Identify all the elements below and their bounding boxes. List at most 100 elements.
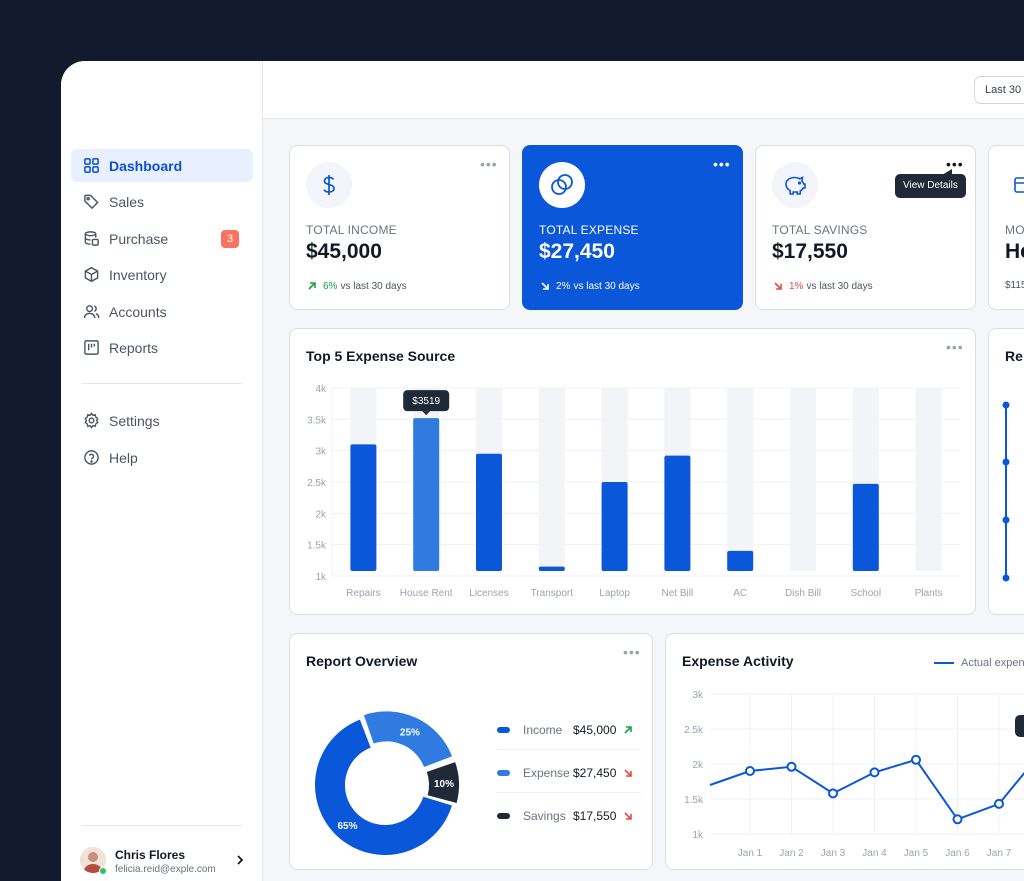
sidebar-divider [82, 825, 242, 826]
arrow-down-right-icon [541, 282, 549, 290]
board-icon [84, 340, 99, 355]
card-title: Top 5 Expense Source [306, 348, 456, 364]
sidebar-item-label: Settings [109, 412, 160, 429]
sidebar-item-settings[interactable]: Settings [71, 404, 253, 437]
stat-value: $45,000 [306, 240, 382, 263]
date-range-select[interactable]: Last 30 days [974, 76, 1024, 104]
arrow-up-right-icon [624, 725, 633, 734]
topbar: Last 30 days [263, 61, 1024, 119]
piggy-bank-icon [772, 162, 818, 208]
bar-repairs [350, 444, 377, 571]
stat-trend: 1% vs last 30 days [772, 280, 873, 292]
x-tick-label: Jan 4 [862, 848, 887, 859]
donut-label: 65% [337, 821, 357, 832]
arrow-down-right-icon [624, 768, 633, 777]
sidebar-item-purchase[interactable]: Purchase 3 [71, 222, 253, 255]
bar-value-tooltip [403, 390, 450, 412]
x-tick-label: Dish Bill [785, 588, 821, 599]
x-tick-label: Jan 7 [987, 848, 1012, 859]
sidebar-item-label: Dashboard [109, 157, 183, 174]
x-tick-label: Jan 6 [945, 848, 970, 859]
y-tick-label: 4k [315, 384, 327, 395]
gear-icon [84, 412, 99, 429]
legend-swatch [497, 726, 510, 733]
bar-house-rent [413, 418, 440, 571]
legend-item-expense: Expense $27,450 [497, 753, 641, 793]
legend-value: $17,550 [573, 809, 617, 823]
x-tick-label: Licenses [469, 588, 508, 599]
stat-label: TOTAL INCOME [306, 223, 397, 237]
y-tick-label: 3k [692, 690, 704, 701]
user-name: Chris Flores [115, 848, 186, 862]
bar-licenses [476, 453, 502, 571]
trend-text: vs last 30 days [806, 280, 873, 292]
stat-label: MO [1005, 223, 1024, 237]
expense-line-chart: 1k 1.5k 2k 2.5k 3k Jan 1 Jan 2 Jan 3 Jan 4 Jan 5 J… [684, 690, 1024, 859]
more-options-icon[interactable]: ••• [713, 156, 731, 172]
y-tick-label: 1.5k [307, 541, 327, 552]
y-tick-label: 2k [692, 760, 704, 771]
data-point [911, 754, 921, 765]
y-tick-label: 3.5k [307, 415, 327, 426]
donut-label: 10% [434, 779, 454, 790]
trend-text: vs last 30 days [573, 280, 640, 292]
bar-transport [538, 566, 565, 571]
sidebar-item-label: Accounts [109, 303, 167, 320]
trend-percent: 6% [323, 280, 338, 292]
trend-percent: 2% [556, 280, 571, 292]
arrow-down-right-icon [774, 282, 782, 290]
sidebar-item-accounts[interactable]: Accounts [71, 295, 253, 328]
side-card-partial: Re [988, 328, 1024, 615]
user-profile[interactable]: Chris Flores felicia.reid@exple.com [80, 847, 260, 879]
legend-name: Income [523, 722, 563, 737]
grid-icon [84, 158, 99, 173]
bar-background [538, 388, 565, 571]
legend-item-savings: Savings $17,550 [497, 796, 641, 836]
report-overview-card: Report Overview ••• 25% 10% 65% Income $45,… [289, 633, 653, 870]
legend-item-income: Income $45,000 [497, 710, 641, 750]
stat-value: He [1005, 240, 1024, 263]
database-icon [84, 231, 99, 246]
stat-trend: 2% vs last 30 days [539, 280, 640, 292]
stat-trend: $115 [1005, 280, 1024, 291]
legend-value: $27,450 [573, 765, 617, 780]
legend-swatch [497, 769, 510, 776]
x-tick-label: Transport [531, 588, 574, 599]
tag-icon [84, 194, 99, 210]
data-point [745, 766, 755, 776]
more-options-icon[interactable]: ••• [946, 156, 964, 172]
sidebar-item-sales[interactable]: Sales [71, 185, 253, 218]
x-tick-label: Jan 1 [738, 848, 763, 859]
expense-activity-card: Expense Activity Actual expense 1k 1.5k 2k… [665, 633, 1024, 870]
legend-name: Expense [523, 765, 570, 780]
sidebar-item-help[interactable]: Help [71, 441, 253, 474]
stat-card-savings: ••• TOTAL SAVINGS $17,550 1% vs last 30 … [755, 145, 976, 310]
x-tick-label: School [851, 588, 882, 599]
x-tick-label: Jan 2 [779, 848, 804, 859]
user-email: felicia.reid@exple.com [115, 864, 216, 875]
sidebar-item-inventory[interactable]: Inventory [71, 258, 253, 291]
y-tick-label: 3k [315, 447, 327, 458]
users-icon [83, 305, 100, 319]
sidebar-item-reports[interactable]: Reports [71, 331, 253, 364]
app-window: Dashboard Sales Purchase 3 Inventory Acc… [61, 61, 1024, 881]
more-options-icon[interactable]: ••• [480, 156, 498, 172]
x-tick-label: Net Bill [662, 588, 694, 599]
donut-slice-expense [363, 711, 453, 768]
x-tick-label: Laptop [599, 588, 630, 599]
card-title: Expense Activity [682, 653, 794, 669]
sidebar-item-dashboard[interactable]: Dashboard [71, 149, 253, 182]
line-legend: Actual expense [934, 657, 1024, 669]
y-tick-label: 1k [692, 830, 704, 841]
x-tick-label: Plants [915, 588, 943, 599]
expense-source-card: Top 5 Expense Source ••• 1k 1.5k 2k 2.5k 3k 3… [289, 328, 976, 615]
dollar-icon [306, 162, 352, 208]
chevron-right-icon[interactable] [235, 853, 245, 867]
sidebar-item-label: Inventory [109, 266, 167, 283]
sidebar-item-label: Help [109, 449, 138, 466]
more-options-icon[interactable]: ••• [623, 644, 641, 660]
card-title: Re [1005, 348, 1023, 364]
more-options-icon[interactable]: ••• [946, 339, 964, 355]
x-tick-label: Jan 3 [821, 848, 846, 859]
